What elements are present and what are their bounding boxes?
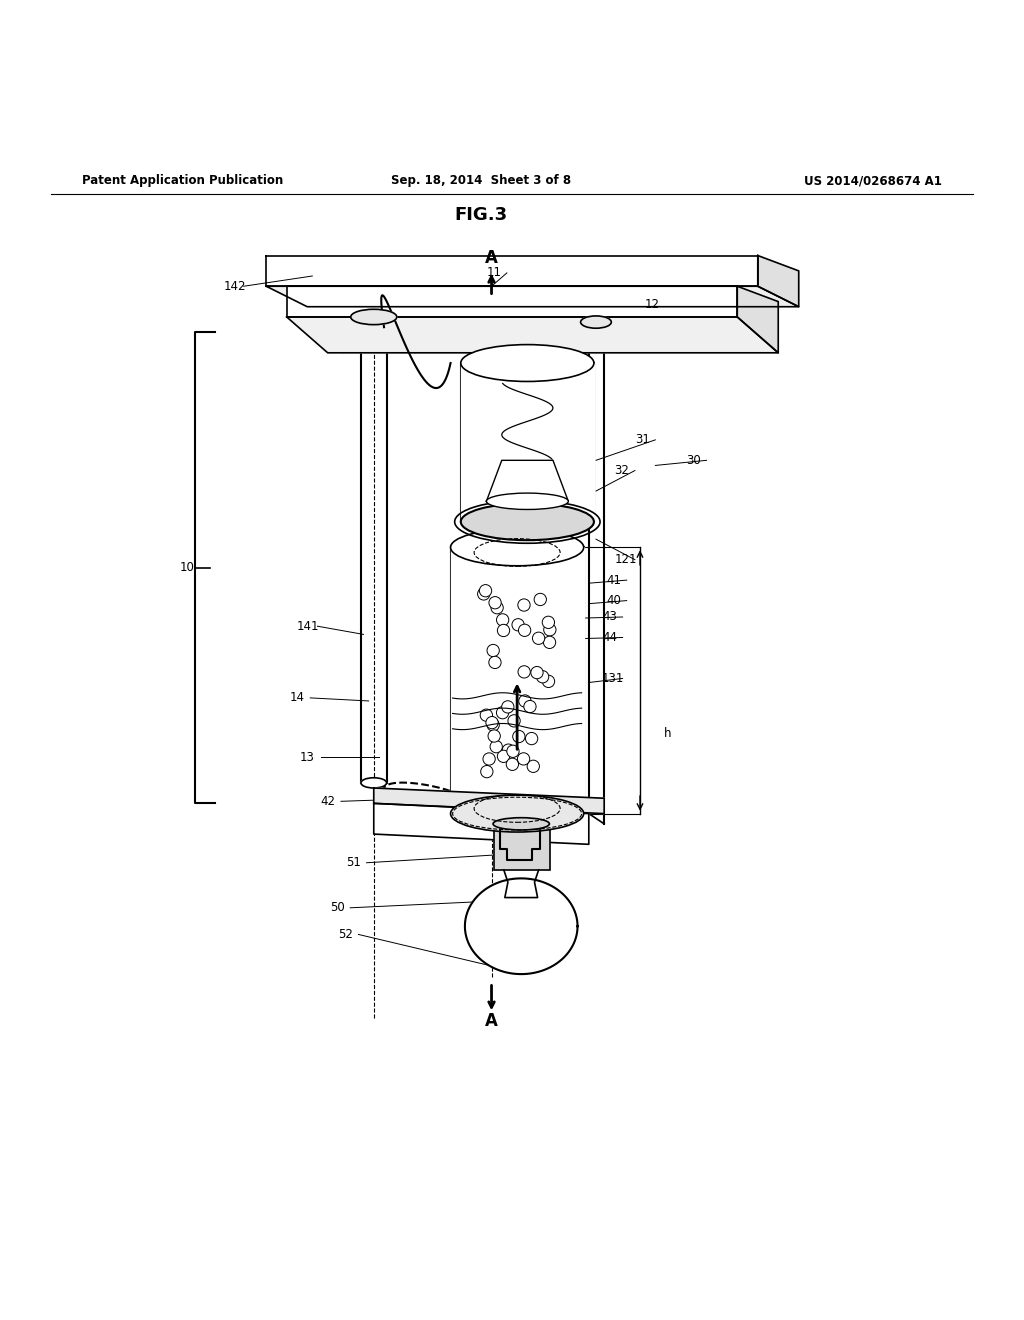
- Circle shape: [518, 599, 530, 611]
- Circle shape: [488, 597, 501, 609]
- Circle shape: [544, 623, 556, 636]
- Circle shape: [527, 760, 540, 772]
- Polygon shape: [287, 286, 737, 317]
- Ellipse shape: [486, 494, 568, 510]
- Polygon shape: [266, 256, 758, 286]
- Circle shape: [537, 671, 549, 682]
- Text: h: h: [664, 727, 671, 741]
- Ellipse shape: [494, 817, 549, 830]
- Text: 141: 141: [297, 619, 319, 632]
- Circle shape: [498, 624, 510, 636]
- Circle shape: [506, 758, 518, 771]
- Circle shape: [524, 701, 537, 713]
- Circle shape: [480, 709, 493, 721]
- Text: 43: 43: [602, 610, 617, 623]
- Circle shape: [544, 636, 556, 648]
- Circle shape: [543, 676, 555, 688]
- Circle shape: [518, 624, 530, 636]
- Text: 121: 121: [614, 553, 637, 566]
- Text: 31: 31: [635, 433, 650, 446]
- Circle shape: [490, 602, 503, 614]
- Text: Sep. 18, 2014  Sheet 3 of 8: Sep. 18, 2014 Sheet 3 of 8: [391, 174, 571, 187]
- Circle shape: [498, 750, 510, 763]
- Circle shape: [479, 585, 492, 597]
- Text: 10: 10: [179, 561, 195, 574]
- Text: 14: 14: [290, 692, 305, 705]
- Circle shape: [525, 733, 538, 744]
- Text: A: A: [485, 248, 498, 267]
- Polygon shape: [465, 878, 578, 974]
- Circle shape: [512, 619, 524, 631]
- Circle shape: [543, 616, 555, 628]
- Ellipse shape: [461, 503, 594, 540]
- Text: 50: 50: [330, 902, 344, 915]
- Bar: [494, 824, 550, 870]
- Text: 12: 12: [645, 298, 660, 312]
- Circle shape: [502, 701, 514, 713]
- Text: 44: 44: [602, 631, 617, 644]
- Polygon shape: [451, 548, 584, 813]
- Circle shape: [490, 741, 503, 752]
- Circle shape: [502, 744, 514, 756]
- Circle shape: [507, 744, 519, 758]
- Polygon shape: [486, 461, 568, 502]
- Polygon shape: [266, 286, 799, 306]
- Text: 52: 52: [338, 928, 353, 941]
- Circle shape: [483, 752, 496, 766]
- Text: 131: 131: [602, 672, 625, 685]
- Polygon shape: [374, 788, 604, 813]
- Polygon shape: [461, 363, 594, 521]
- Circle shape: [497, 614, 509, 626]
- Text: FIG.3: FIG.3: [455, 206, 508, 223]
- Circle shape: [532, 632, 545, 644]
- Text: 142: 142: [223, 280, 246, 293]
- Polygon shape: [374, 804, 589, 845]
- Text: A: A: [485, 1012, 498, 1031]
- Circle shape: [477, 587, 489, 601]
- Circle shape: [508, 714, 520, 727]
- Circle shape: [517, 752, 529, 766]
- Text: US 2014/0268674 A1: US 2014/0268674 A1: [804, 174, 942, 187]
- Text: 13: 13: [300, 751, 315, 764]
- Circle shape: [488, 656, 501, 668]
- Polygon shape: [758, 256, 799, 306]
- Circle shape: [518, 665, 530, 678]
- Text: 11: 11: [486, 267, 502, 280]
- Ellipse shape: [461, 345, 594, 381]
- Circle shape: [530, 667, 543, 678]
- Circle shape: [487, 644, 500, 656]
- Ellipse shape: [350, 309, 397, 325]
- Circle shape: [480, 766, 493, 777]
- Circle shape: [519, 694, 531, 708]
- Text: 30: 30: [686, 454, 700, 467]
- Text: 32: 32: [614, 465, 630, 477]
- Circle shape: [487, 719, 500, 731]
- Circle shape: [488, 730, 501, 742]
- Ellipse shape: [451, 795, 584, 832]
- Circle shape: [513, 730, 525, 743]
- Ellipse shape: [581, 315, 611, 329]
- Ellipse shape: [360, 777, 387, 788]
- Polygon shape: [287, 317, 778, 352]
- Text: Patent Application Publication: Patent Application Publication: [82, 174, 284, 187]
- Circle shape: [485, 717, 498, 729]
- Ellipse shape: [451, 529, 584, 566]
- Circle shape: [497, 706, 509, 719]
- Text: 40: 40: [606, 594, 622, 607]
- Polygon shape: [737, 286, 778, 352]
- Text: 41: 41: [606, 574, 622, 586]
- Text: 42: 42: [321, 795, 336, 808]
- Text: 51: 51: [346, 857, 361, 870]
- Circle shape: [535, 593, 547, 606]
